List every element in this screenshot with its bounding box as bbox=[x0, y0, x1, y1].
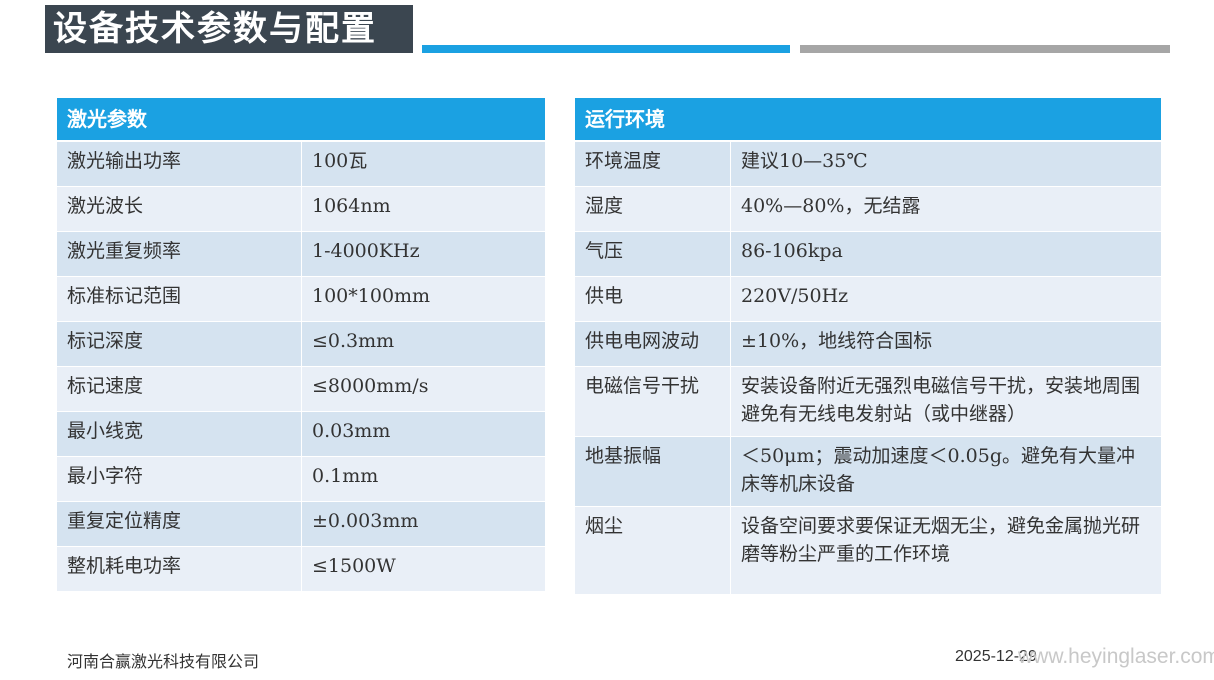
value-cell: 0.1mm bbox=[302, 457, 545, 501]
accent-bar bbox=[422, 45, 790, 53]
label-cell: 标记速度 bbox=[57, 367, 301, 411]
label-cell: 地基振幅 bbox=[575, 437, 730, 506]
label-cell: 重复定位精度 bbox=[57, 502, 301, 546]
accent-bar bbox=[800, 45, 1170, 53]
label-cell: 标准标记范围 bbox=[57, 277, 301, 321]
label-cell: 气压 bbox=[575, 232, 730, 276]
label-cell: 供电 bbox=[575, 277, 730, 321]
value-cell: 220V/50Hz bbox=[731, 277, 1161, 321]
value-cell: ±10%，地线符合国标 bbox=[731, 322, 1161, 366]
value-cell: 100*100mm bbox=[302, 277, 545, 321]
value-cell: 100瓦 bbox=[302, 142, 545, 186]
title: 设备技术参数与配置 bbox=[45, 5, 413, 53]
label-cell: 激光重复频率 bbox=[57, 232, 301, 276]
label-cell: 烟尘 bbox=[575, 507, 730, 594]
label-cell: 环境温度 bbox=[575, 142, 730, 186]
label-cell: 整机耗电功率 bbox=[57, 547, 301, 591]
value-cell: ±0.003mm bbox=[302, 502, 545, 546]
label-cell: 标记深度 bbox=[57, 322, 301, 366]
value-cell: ≤0.3mm bbox=[302, 322, 545, 366]
value-cell: 86-106kpa bbox=[731, 232, 1161, 276]
label-cell: 最小线宽 bbox=[57, 412, 301, 456]
value-cell: ≤8000mm/s bbox=[302, 367, 545, 411]
watermark: www.heyinglaser.com bbox=[1018, 645, 1214, 668]
value-cell: ＜50μm；震动加速度＜0.05g。避免有大量冲床等机床设备 bbox=[731, 437, 1161, 506]
value-cell: 0.03mm bbox=[302, 412, 545, 456]
value-cell: 安装设备附近无强烈电磁信号干扰，安装地周围避免有无线电发射站（或中继器） bbox=[731, 367, 1161, 436]
value-cell: 建议10—35℃ bbox=[731, 142, 1161, 186]
label-cell: 激光输出功率 bbox=[57, 142, 301, 186]
company: 河南合赢激光科技有限公司 bbox=[67, 654, 260, 671]
label-cell: 湿度 bbox=[575, 187, 730, 231]
label-cell: 最小字符 bbox=[57, 457, 301, 501]
label-cell: 电磁信号干扰 bbox=[575, 367, 730, 436]
value-cell: 设备空间要求要保证无烟无尘，避免金属抛光研磨等粉尘严重的工作环境 bbox=[731, 507, 1161, 594]
value-cell: 40%—80%，无结露 bbox=[731, 187, 1161, 231]
label-cell: 供电电网波动 bbox=[575, 322, 730, 366]
value-cell: 1-4000KHz bbox=[302, 232, 545, 276]
value-cell: 1064nm bbox=[302, 187, 545, 231]
date: 2025-12-29 bbox=[955, 648, 1037, 665]
value-cell: ≤1500W bbox=[302, 547, 545, 591]
table-header: 激光参数 bbox=[57, 98, 545, 140]
table-header: 运行环境 bbox=[575, 98, 1161, 140]
label-cell: 激光波长 bbox=[57, 187, 301, 231]
